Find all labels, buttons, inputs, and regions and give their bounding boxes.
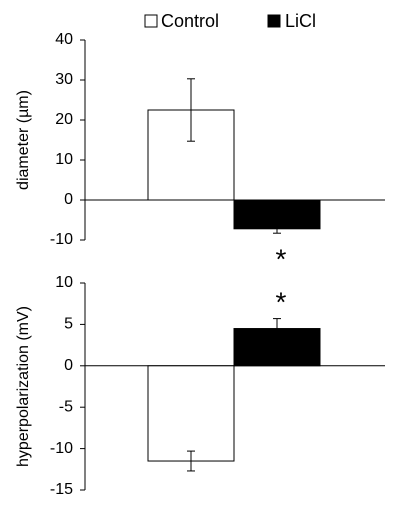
annotation: * — [276, 286, 287, 317]
y-tick-label: -5 — [59, 398, 73, 415]
annotation: * — [276, 243, 287, 274]
y-tick-label: -10 — [50, 231, 73, 248]
y-tick-label: 20 — [55, 111, 73, 128]
bar — [147, 365, 235, 462]
y-tick-label: -15 — [50, 481, 73, 498]
legend-swatch — [144, 14, 158, 28]
y-tick-label: 10 — [55, 274, 73, 291]
y-tick-label: 0 — [64, 191, 73, 208]
bar — [233, 328, 321, 367]
y-tick-label: -10 — [50, 440, 73, 457]
legend-label: Control — [161, 11, 219, 31]
y-tick-label: 0 — [64, 357, 73, 374]
y-tick-label: 30 — [55, 71, 73, 88]
y-tick-label: 10 — [55, 151, 73, 168]
y-axis-label: hyperpolarization (mV) — [15, 306, 32, 467]
y-tick-label: 40 — [55, 31, 73, 48]
legend-label: LiCl — [285, 11, 316, 31]
y-tick-label: 5 — [64, 316, 73, 333]
y-axis-label: diameter (µm) — [15, 90, 32, 190]
legend-swatch — [267, 14, 281, 28]
